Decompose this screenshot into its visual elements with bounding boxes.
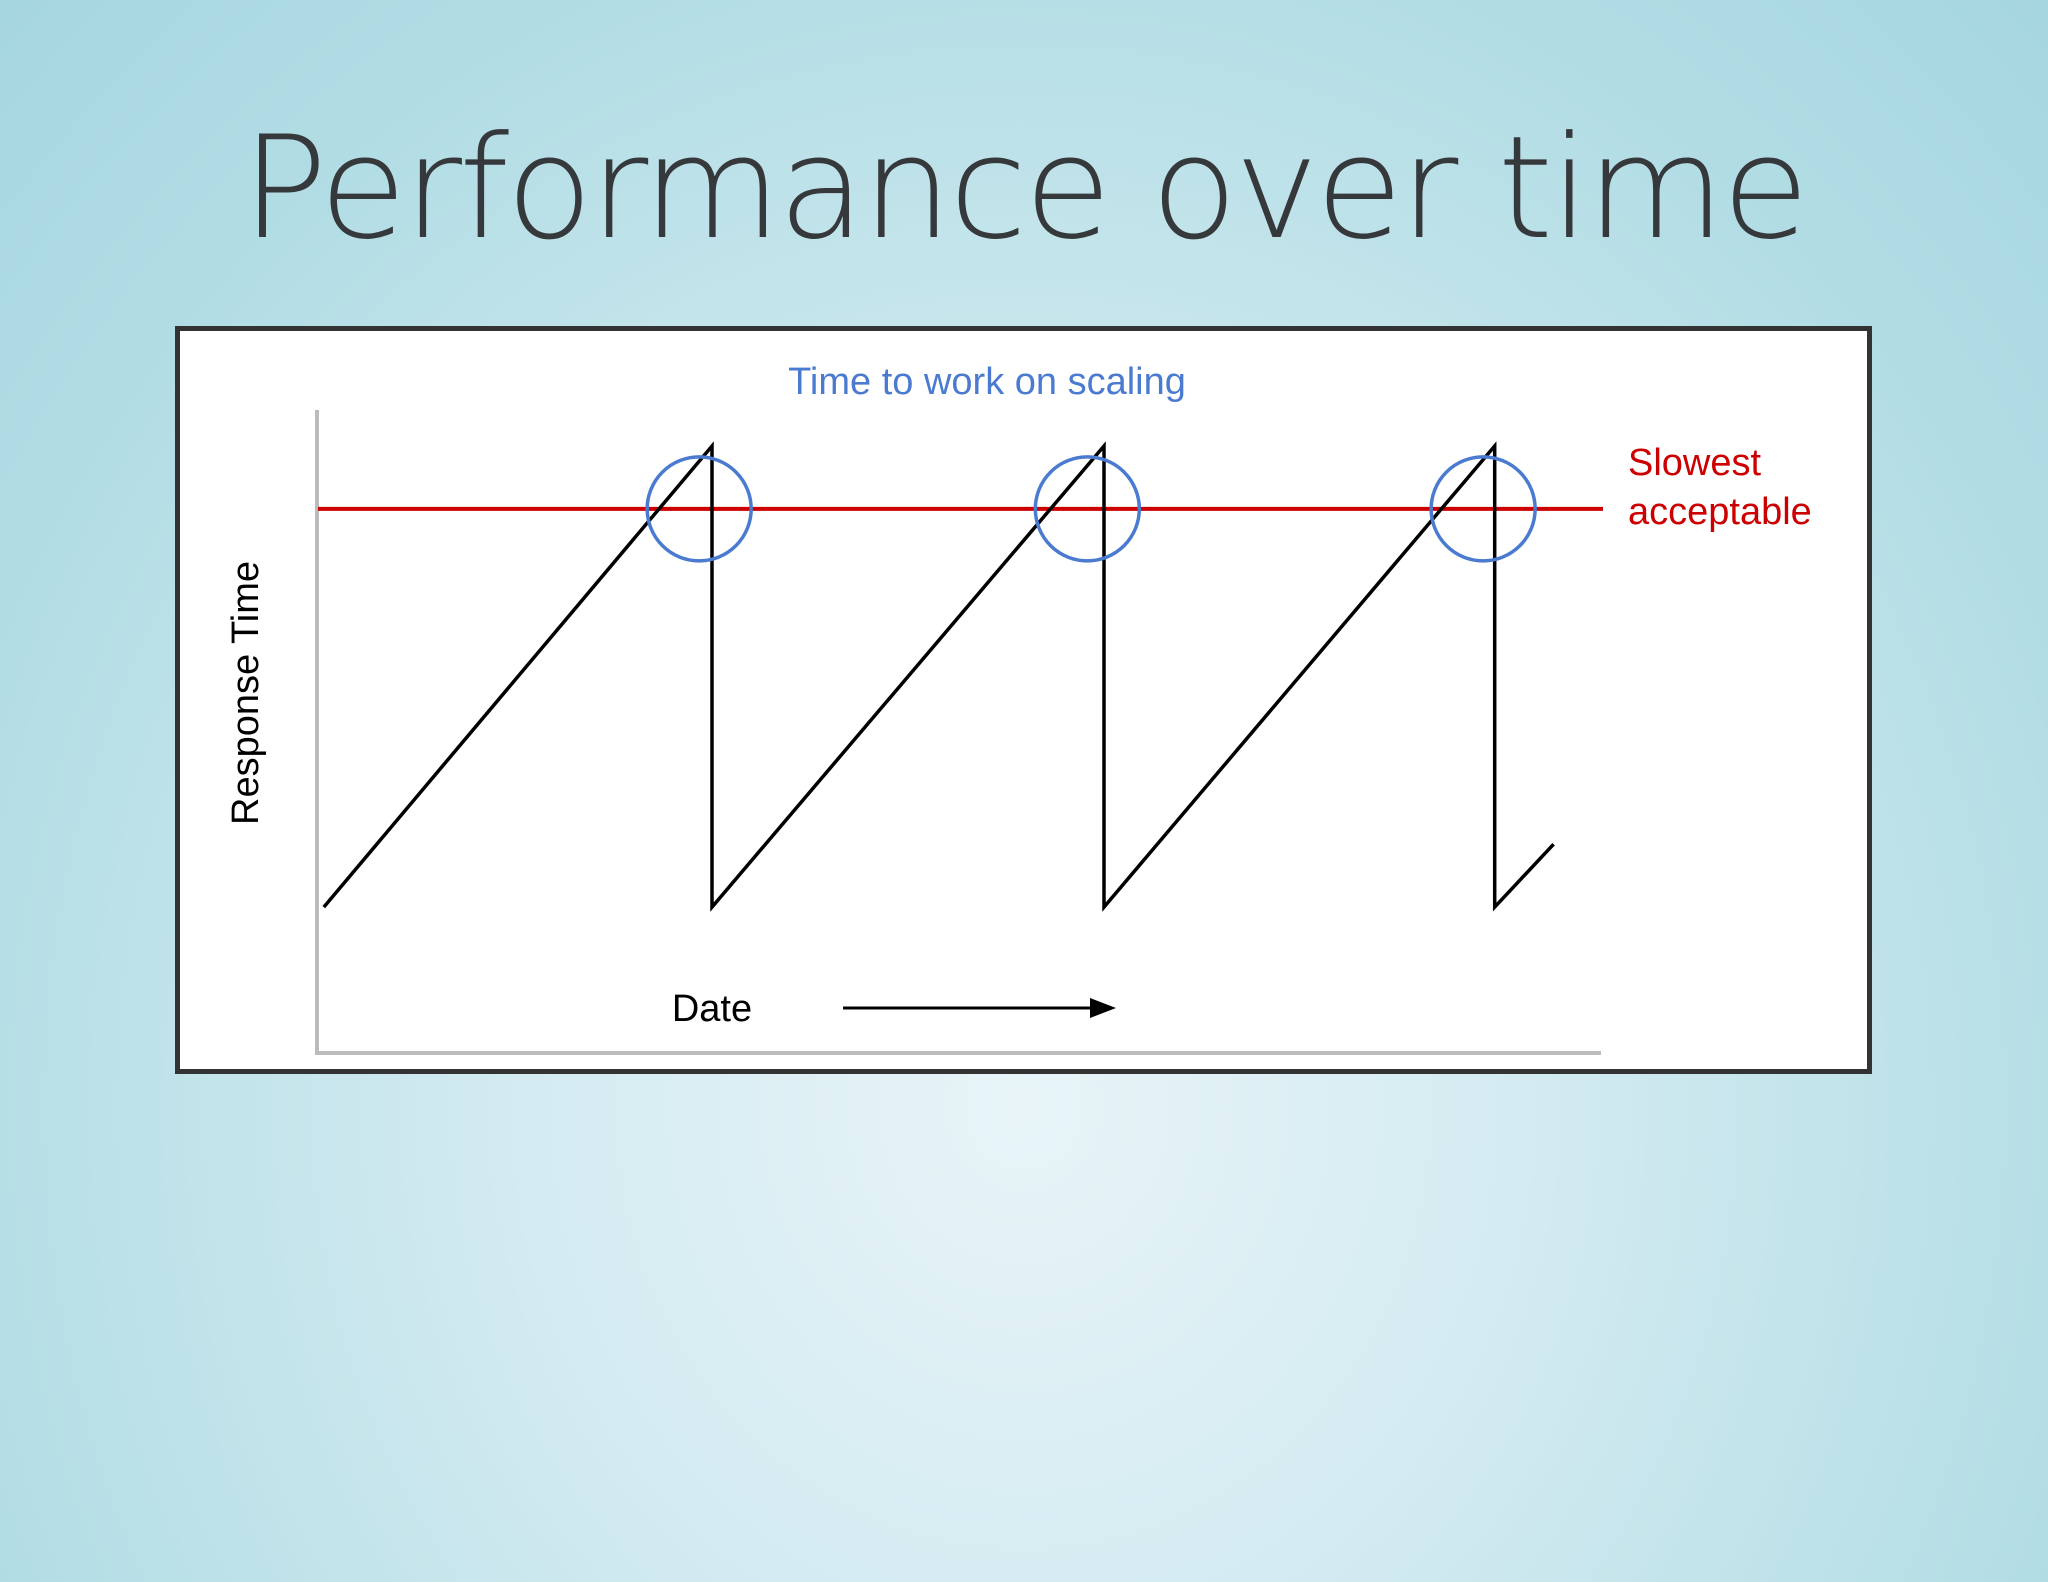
chart-frame: Time to work on scaling Slowest acceptab… [175, 326, 1872, 1074]
y-axis-label: Response Time [225, 561, 267, 825]
scaling-highlight-circle [645, 455, 753, 563]
scaling-highlight-circle [1033, 455, 1142, 563]
x-axis-label: Date [672, 988, 752, 1030]
threshold-label-line1: Slowest [1628, 442, 1761, 484]
threshold-label-line2: acceptable [1628, 491, 1812, 533]
x-direction-arrow [843, 998, 1116, 1018]
highlights-group [645, 455, 1537, 563]
scaling-highlight-circle [1429, 455, 1537, 563]
response-time-chart: Time to work on scaling Slowest acceptab… [225, 361, 1812, 1055]
slide-title: Performance over time [241, 106, 1810, 271]
scaling-annotation: Time to work on scaling [788, 361, 1186, 403]
chart-axes [315, 410, 1601, 1055]
series-group [322, 441, 1555, 912]
response-time-line [322, 441, 1555, 912]
